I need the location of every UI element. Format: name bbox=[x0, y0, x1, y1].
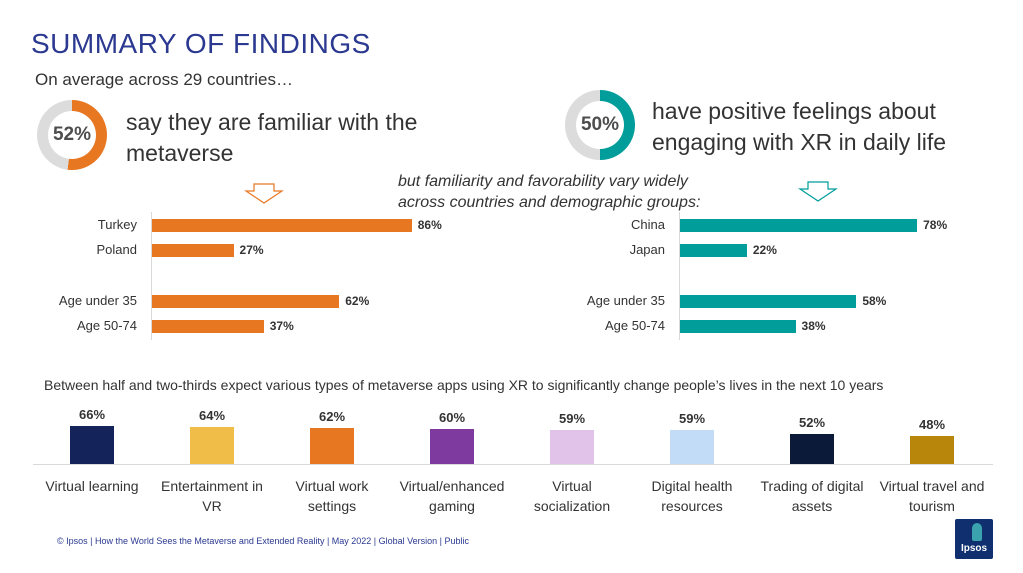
bar bbox=[680, 219, 918, 232]
bar bbox=[152, 295, 340, 308]
bar bbox=[680, 295, 857, 308]
positive-feelings-donut: 50% bbox=[565, 90, 635, 160]
bar-value-label: 38% bbox=[801, 319, 826, 333]
column-category-line: tourism bbox=[909, 498, 955, 514]
positive-feelings-donut-value: 50% bbox=[576, 101, 624, 149]
column-value-label: 48% bbox=[918, 417, 946, 433]
variation-note-line2: across countries and demographic groups: bbox=[398, 194, 701, 211]
bar-category-label: Age 50-74 bbox=[77, 318, 137, 333]
column-category-line: Virtual travel and bbox=[879, 478, 985, 494]
bar-category-label: Age 50-74 bbox=[605, 318, 665, 333]
column-value-label: 52% bbox=[798, 414, 826, 430]
column-category-label: Virtual socialization bbox=[512, 476, 632, 516]
column-category-line: settings bbox=[307, 498, 357, 514]
column bbox=[190, 426, 234, 464]
bar bbox=[152, 244, 234, 257]
bar-chart-axis bbox=[151, 212, 152, 340]
column-value-label: 60% bbox=[438, 410, 466, 426]
column-category-line: Virtual learning bbox=[45, 478, 139, 494]
column-category-label: Digital health resources bbox=[632, 476, 752, 516]
footer-text: © Ipsos | How the World Sees the Metaver… bbox=[57, 536, 470, 546]
familiarity-statement: say they are familiar with the metaverse bbox=[126, 107, 417, 169]
bar-value-label: 37% bbox=[269, 319, 294, 333]
down-arrow-orange-icon bbox=[244, 183, 284, 204]
familiarity-statement-line1: say they are familiar with the bbox=[126, 109, 418, 135]
bar-value-label: 22% bbox=[752, 243, 777, 257]
column bbox=[790, 433, 834, 464]
positive-feelings-statement-line1: have positive feelings about bbox=[652, 98, 936, 124]
column bbox=[430, 429, 474, 464]
ipsos-logo-mark bbox=[972, 523, 982, 541]
familiarity-donut: 52% bbox=[37, 100, 107, 170]
bar bbox=[680, 320, 796, 333]
ipsos-logo: Ipsos bbox=[955, 519, 993, 559]
column-category-label: Virtual travel and tourism bbox=[872, 476, 992, 516]
bar bbox=[152, 219, 412, 232]
bar-value-label: 58% bbox=[862, 294, 887, 308]
ipsos-logo-text: Ipsos bbox=[960, 543, 988, 554]
bar-value-label: 27% bbox=[239, 243, 264, 257]
variation-note: but familiarity and favorability vary wi… bbox=[398, 171, 700, 213]
column-category-line: Virtual/enhanced bbox=[399, 478, 505, 494]
column-value-label: 59% bbox=[678, 410, 706, 426]
column bbox=[910, 436, 954, 464]
page-title: SUMMARY OF FINDINGS bbox=[31, 28, 371, 59]
column-value-label: 66% bbox=[78, 406, 106, 422]
apps-chart-heading: Between half and two-thirds expect vario… bbox=[44, 377, 884, 393]
column-category-line: resources bbox=[661, 498, 723, 514]
column-category-line: Entertainment in bbox=[161, 478, 263, 494]
bar-value-label: 78% bbox=[923, 218, 948, 232]
bar-category-label: Poland bbox=[96, 242, 137, 257]
positive-feelings-statement-line2: engaging with XR in daily life bbox=[652, 129, 947, 155]
column bbox=[550, 429, 594, 464]
column-category-label: Virtual/enhanced gaming bbox=[392, 476, 512, 516]
positive-feelings-statement: have positive feelings about engaging wi… bbox=[652, 96, 946, 158]
bar bbox=[152, 320, 264, 333]
column-category-line: Virtual bbox=[552, 478, 592, 494]
column-category-label: Virtual learning bbox=[32, 476, 152, 496]
bar-category-label: Age under 35 bbox=[58, 293, 137, 308]
column-value-label: 59% bbox=[558, 410, 586, 426]
column-value-label: 64% bbox=[198, 407, 226, 423]
bar-value-label: 62% bbox=[345, 294, 370, 308]
column-value-label: 62% bbox=[318, 409, 346, 425]
column-category-line: Trading of digital bbox=[760, 478, 864, 494]
bar bbox=[680, 244, 747, 257]
bar-value-label: 86% bbox=[417, 218, 442, 232]
column-category-line: VR bbox=[202, 498, 222, 514]
bar-chart-axis bbox=[679, 212, 680, 340]
column-category-line: Digital health bbox=[651, 478, 733, 494]
apps-chart-baseline bbox=[33, 464, 993, 465]
bar-category-label: Turkey bbox=[97, 217, 137, 232]
familiarity-statement-line2: metaverse bbox=[126, 140, 234, 166]
column bbox=[310, 428, 354, 464]
page-subtitle: On average across 29 countries… bbox=[35, 70, 293, 89]
column-category-line: socialization bbox=[533, 498, 611, 514]
column bbox=[670, 429, 714, 464]
variation-note-line1: but familiarity and favorability vary wi… bbox=[398, 173, 688, 190]
column-category-label: Entertainment in VR bbox=[152, 476, 272, 516]
column-category-label: Virtual work settings bbox=[272, 476, 392, 516]
column-category-line: gaming bbox=[429, 498, 475, 514]
bar-category-label: Age under 35 bbox=[586, 293, 665, 308]
column bbox=[70, 425, 114, 464]
bar-category-label: China bbox=[631, 217, 665, 232]
down-arrow-teal-icon bbox=[798, 181, 838, 202]
column-category-line: Virtual work bbox=[295, 478, 369, 494]
column-category-label: Trading of digital assets bbox=[752, 476, 872, 516]
column-category-line: assets bbox=[791, 498, 833, 514]
bar-category-label: Japan bbox=[629, 242, 665, 257]
familiarity-donut-value: 52% bbox=[48, 111, 96, 159]
